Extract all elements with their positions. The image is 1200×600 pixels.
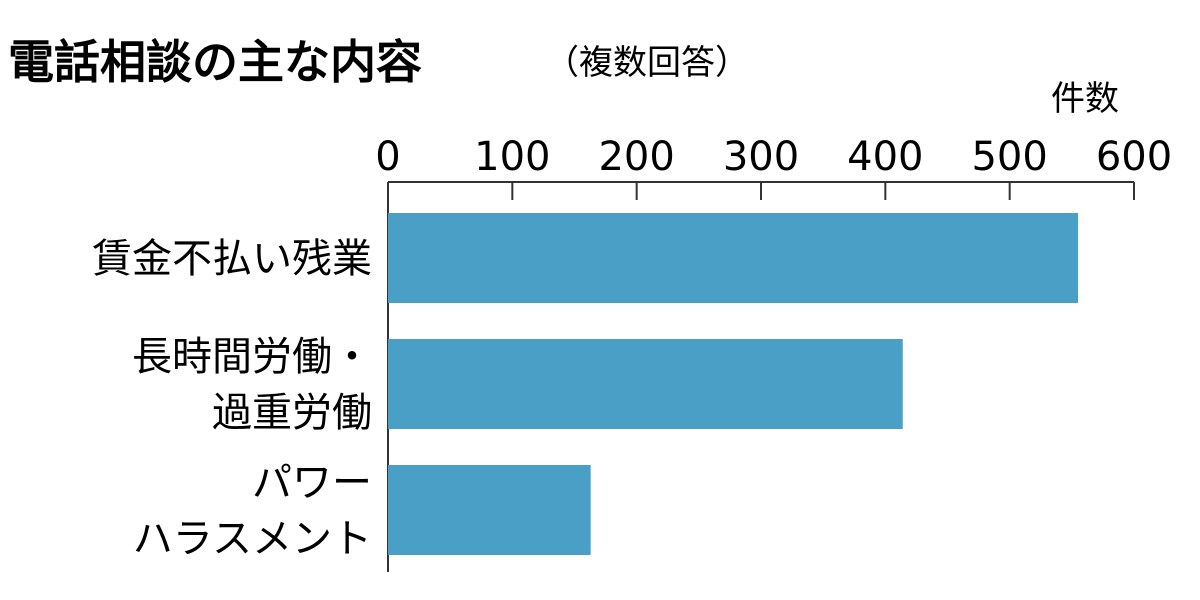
chart-subtitle: （複数回答） xyxy=(545,43,749,83)
x-tick-label: 500 xyxy=(971,134,1047,180)
x-tick-label: 0 xyxy=(375,134,400,180)
bar xyxy=(388,339,903,429)
x-tick-label: 100 xyxy=(474,134,550,180)
x-tick-label: 300 xyxy=(723,134,799,180)
chart-title: 電話相談の主な内容 xyxy=(8,35,422,89)
category-label: パワー xyxy=(252,460,372,506)
bar xyxy=(388,213,1079,303)
category-label: 長時間労働・ xyxy=(132,334,372,380)
bar xyxy=(388,465,591,555)
category-label: 過重労働 xyxy=(212,390,372,436)
x-axis: 0 100 200 300 400 500 600 xyxy=(375,134,1172,572)
category-label: ハラスメント xyxy=(133,516,372,562)
title-group: 電話相談の主な内容 （複数回答） xyxy=(8,35,749,89)
unit-label: 件数 xyxy=(1051,79,1119,119)
bars xyxy=(388,213,1079,555)
x-tick-label: 600 xyxy=(1096,134,1172,180)
x-tick-label: 200 xyxy=(598,134,674,180)
x-tick-label: 400 xyxy=(847,134,923,180)
category-label: 賃金不払い残業 xyxy=(92,236,372,282)
